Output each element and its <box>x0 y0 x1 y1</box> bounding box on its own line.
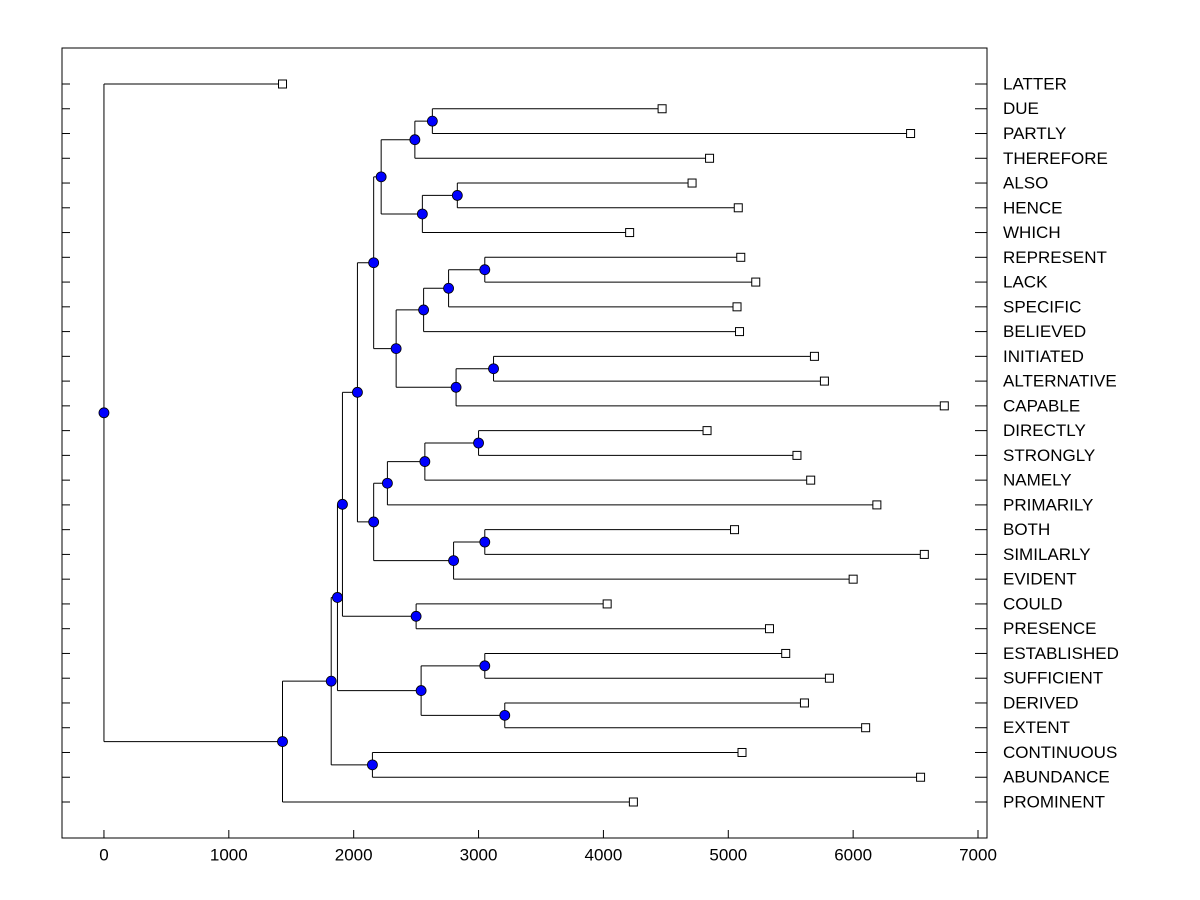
x-tick-label: 4000 <box>585 845 623 864</box>
node-marker <box>416 208 428 220</box>
leaf-label: REPRESENT <box>1003 248 1107 267</box>
node-marker <box>390 343 402 355</box>
node-marker <box>450 381 462 393</box>
node-marker <box>479 660 491 672</box>
node-marker <box>410 610 422 622</box>
leaf-label: WHICH <box>1003 223 1061 242</box>
leaf-marker <box>705 153 715 163</box>
leaf-label: PRESENCE <box>1003 619 1097 638</box>
leaf-label: LATTER <box>1003 74 1067 93</box>
leaf-label: HENCE <box>1003 198 1063 217</box>
leaf-label: STRONGLY <box>1003 446 1095 465</box>
leaf-label: BELIEVED <box>1003 322 1086 341</box>
x-tick-label: 6000 <box>834 845 872 864</box>
node-marker <box>368 516 380 528</box>
leaf-label: SIMILARLY <box>1003 545 1091 564</box>
node-marker <box>332 592 343 603</box>
leaf-label: DUE <box>1003 99 1039 118</box>
leaf-marker <box>906 129 916 139</box>
node-marker <box>419 456 431 467</box>
node-marker <box>352 386 363 398</box>
leaf-label: PROMINENT <box>1003 792 1105 811</box>
x-tick-label: 1000 <box>210 845 248 864</box>
leaf-marker <box>730 525 740 535</box>
leaf-label: EVIDENT <box>1003 570 1077 589</box>
leaf-marker <box>809 351 819 361</box>
leaf-label: DERIVED <box>1003 693 1079 712</box>
leaf-label: DIRECTLY <box>1003 421 1086 440</box>
node-marker <box>409 134 421 146</box>
leaf-marker <box>625 228 635 238</box>
leaf-marker <box>916 772 926 782</box>
node-marker <box>98 407 110 419</box>
node-marker <box>448 555 459 567</box>
leaf-marker <box>602 599 612 609</box>
node-marker <box>368 257 380 269</box>
leaf-marker <box>919 549 929 559</box>
leaf-marker <box>848 574 858 584</box>
leaf-marker <box>792 450 802 460</box>
leaf-label: BOTH <box>1003 520 1050 539</box>
leaf-marker <box>819 376 829 386</box>
leaf-marker <box>687 178 697 188</box>
node-marker <box>415 685 427 696</box>
node-marker <box>499 709 511 721</box>
node-marker <box>375 171 387 183</box>
leaf-label: ALSO <box>1003 174 1048 193</box>
leaf-marker <box>806 475 816 485</box>
node-marker <box>277 736 288 747</box>
leaf-marker <box>735 327 745 337</box>
leaf-marker <box>872 500 882 510</box>
plot-frame <box>61 47 988 839</box>
leaf-marker <box>628 797 638 807</box>
leaf-marker <box>764 624 774 634</box>
leaf-label: ESTABLISHED <box>1003 644 1119 663</box>
x-tick-label: 5000 <box>709 845 747 864</box>
leaf-marker <box>751 277 761 287</box>
leaf-label: PRIMARILY <box>1003 495 1093 514</box>
x-tick-label: 3000 <box>460 845 498 864</box>
leaf-marker <box>702 426 712 436</box>
leaf-marker <box>781 648 791 658</box>
leaf-marker <box>799 698 809 708</box>
node-marker <box>479 536 491 548</box>
node-marker <box>367 759 378 771</box>
leaf-marker <box>657 104 667 114</box>
x-tick-label: 2000 <box>335 845 373 864</box>
node-marker <box>426 115 438 127</box>
node-marker <box>451 190 463 201</box>
node-marker <box>325 675 337 687</box>
node-marker <box>473 437 484 449</box>
leaf-label: THEREFORE <box>1003 149 1108 168</box>
leaf-label: ABUNDANCE <box>1003 768 1110 787</box>
leaf-marker <box>824 673 834 683</box>
leaf-label: COULD <box>1003 594 1063 613</box>
leaf-marker <box>733 203 743 213</box>
node-marker <box>418 304 430 316</box>
leaf-label: NAMELY <box>1003 471 1072 490</box>
leaf-marker <box>736 252 746 262</box>
node-marker <box>443 282 454 294</box>
leaf-label: EXTENT <box>1003 718 1070 737</box>
leaf-label: SUFFICIENT <box>1003 669 1103 688</box>
x-tick-label: 0 <box>99 845 108 864</box>
leaf-label: PARTLY <box>1003 124 1066 143</box>
node-marker <box>381 477 393 489</box>
leaf-marker <box>732 302 742 312</box>
leaf-marker <box>861 723 871 733</box>
leaf-label: CAPABLE <box>1003 396 1080 415</box>
leaf-label: CONTINUOUS <box>1003 743 1117 762</box>
leaf-label: INITIATED <box>1003 347 1084 366</box>
node-marker <box>337 498 348 510</box>
leaf-label: LACK <box>1003 273 1048 292</box>
leaf-marker <box>278 79 288 89</box>
leaf-marker <box>939 401 949 411</box>
leaf-label: ALTERNATIVE <box>1003 372 1117 391</box>
leaf-label: SPECIFIC <box>1003 297 1081 316</box>
node-marker <box>488 363 499 375</box>
x-tick-label: 7000 <box>959 845 997 864</box>
leaf-marker <box>737 747 747 757</box>
node-marker <box>479 264 491 276</box>
